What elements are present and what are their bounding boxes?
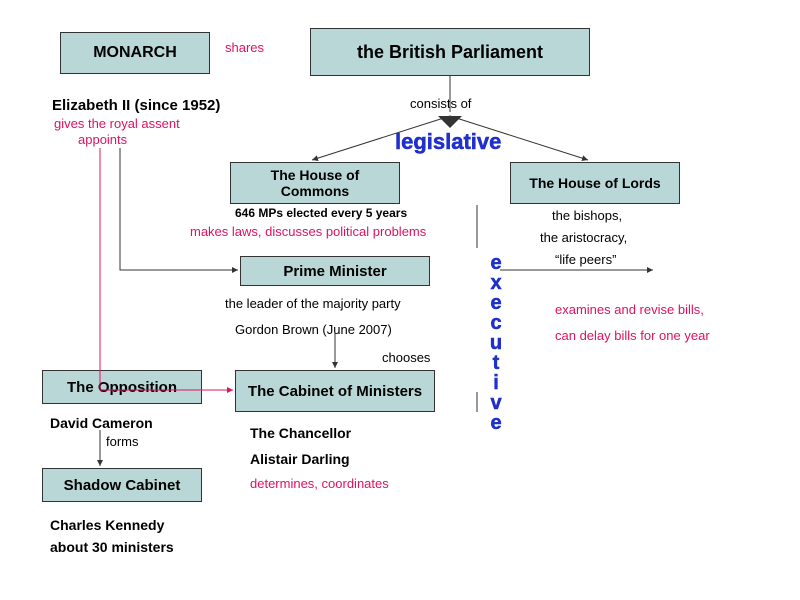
box-lords: The House of Lords [510,162,680,204]
lbl-consists: consists of [410,96,471,113]
lbl-shares: shares [225,40,264,57]
lbl-royal-assent: gives the royal assent [54,116,180,133]
lbl-charlesk: Charles Kennedy [50,516,164,534]
box-label: Shadow Cabinet [64,477,181,494]
box-pm: Prime Minister [240,256,430,286]
box-cabinet: The Cabinet of Ministers [235,370,435,412]
lbl-elizabeth: Elizabeth II (since 1952) [52,96,220,116]
lbl-alistair: Alistair Darling [250,450,350,468]
lbl-appoints: appoints [78,132,127,149]
lbl-davidc: David Cameron [50,414,153,432]
box-shadow: Shadow Cabinet [42,468,202,502]
box-label: MONARCH [93,44,177,62]
lbl-chancellor: The Chancellor [250,424,351,442]
lbl-makes-laws: makes laws, discusses political problems [190,224,426,241]
lbl-determines: determines, coordinates [250,476,389,493]
box-opposition: The Opposition [42,370,202,404]
box-label: The Cabinet of Ministers [248,383,422,400]
box-label: The Opposition [67,379,177,396]
box-label: Prime Minister [283,263,386,280]
lbl-leader: the leader of the majority party [225,296,401,313]
lbl-legislative: legislative [395,128,501,157]
lbl-examines: examines and revise bills, [555,302,704,319]
lbl-lifepeers: “life peers” [555,252,616,269]
lbl-forms: forms [106,434,139,451]
box-label: The House of Commons [235,167,395,199]
lbl-gordon: Gordon Brown (June 2007) [235,322,392,339]
lbl-bishops: the bishops, [552,208,622,225]
lbl-aristocracy: the aristocracy, [540,230,627,247]
box-label: The House of Lords [529,175,660,191]
lbl-executive: executive [483,252,509,432]
box-label: the British Parliament [357,42,543,63]
box-commons: The House of Commons [230,162,400,204]
box-monarch: MONARCH [60,32,210,74]
lbl-about30: about 30 ministers [50,538,174,556]
lbl-chooses: chooses [382,350,430,367]
box-parliament: the British Parliament [310,28,590,76]
lbl-delay: can delay bills for one year [555,328,710,345]
lbl-mps: 646 MPs elected every 5 years [235,206,407,222]
